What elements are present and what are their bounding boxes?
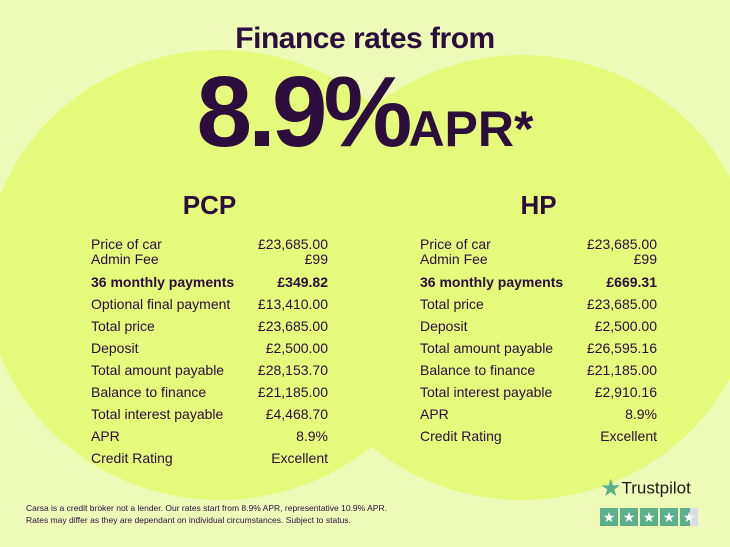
- table-row: Price of car £23,685.00: [420, 237, 657, 252]
- row-value: £23,685.00: [586, 296, 657, 312]
- pcp-table: PCP Price of car £23,685.00 Admin Fee £99 36…: [91, 190, 328, 469]
- row-value: £23,685.00: [257, 236, 328, 252]
- apr-label: APR*: [408, 101, 534, 157]
- row-value: £23,685.00: [586, 236, 657, 252]
- row-label: Price of car: [91, 236, 162, 252]
- row-value: £26,595.16: [586, 340, 657, 356]
- row-value: 8.9%: [296, 428, 328, 444]
- star-icon: ★: [600, 508, 618, 526]
- row-value: £349.82: [277, 274, 328, 290]
- table-row: APR 8.9%: [420, 403, 657, 425]
- row-label: Total price: [420, 296, 484, 312]
- disclaimer: Carsa is a credit broker not a lender. O…: [26, 502, 387, 526]
- row-value: £2,910.16: [594, 384, 657, 400]
- row-value: £21,185.00: [586, 362, 657, 378]
- row-value: £21,185.00: [257, 384, 328, 400]
- star-icon: ★: [660, 508, 678, 526]
- table-row: 36 monthly payments £349.82: [91, 271, 328, 293]
- table-row: 36 monthly payments £669.31: [420, 271, 657, 293]
- trustpilot-rating: ★ ★ ★ ★ ★: [600, 508, 698, 526]
- row-value: £2,500.00: [265, 340, 328, 356]
- row-value: 8.9%: [625, 406, 657, 422]
- trustpilot-name: Trustpilot: [621, 478, 691, 498]
- table-row: Balance to finance £21,185.00: [91, 381, 328, 403]
- table-row: Credit Rating Excellent: [91, 447, 328, 469]
- row-value: £28,153.70: [257, 362, 328, 378]
- row-label: APR: [420, 406, 449, 422]
- row-label: Total amount payable: [91, 362, 225, 378]
- table-row: Credit Rating Excellent: [420, 425, 657, 447]
- row-value: £99: [304, 251, 328, 267]
- decorative-circle-right: [290, 55, 730, 500]
- table-row: Total amount payable £26,595.16: [420, 337, 657, 359]
- table-row: Total interest payable £4,468.70: [91, 403, 328, 425]
- headline-rate: 8.9%APR*: [0, 55, 730, 170]
- row-label: Optional final payment: [91, 296, 231, 312]
- hp-heading: HP: [520, 190, 557, 220]
- row-label: APR: [91, 428, 120, 444]
- star-icon: ★: [620, 508, 638, 526]
- row-value: Excellent: [600, 428, 657, 444]
- trustpilot-badge: ★Trustpilot ★ ★ ★ ★ ★: [600, 474, 698, 526]
- table-row: Admin Fee £99: [91, 252, 328, 267]
- row-label: Balance to finance: [420, 362, 536, 378]
- row-value: £4,468.70: [265, 406, 328, 422]
- row-label: Credit Rating: [420, 428, 502, 444]
- hp-table: HP Price of car £23,685.00 Admin Fee £99 36 …: [420, 190, 657, 447]
- row-label: Balance to finance: [91, 384, 207, 400]
- table-row: Balance to finance £21,185.00: [420, 359, 657, 381]
- half-star-icon: ★: [680, 508, 698, 526]
- row-label: 36 monthly payments: [91, 274, 235, 290]
- table-row: Total amount payable £28,153.70: [91, 359, 328, 381]
- row-value: £669.31: [606, 274, 657, 290]
- disclaimer-line: Carsa is a credit broker not a lender. O…: [26, 503, 387, 513]
- row-label: Total interest payable: [420, 384, 553, 400]
- table-row: Total price £23,685.00: [91, 315, 328, 337]
- row-label: Credit Rating: [91, 450, 173, 466]
- row-value: £13,410.00: [257, 296, 328, 312]
- table-row: APR 8.9%: [91, 425, 328, 447]
- table-row: Total interest payable £2,910.16: [420, 381, 657, 403]
- row-label: Price of car: [420, 236, 491, 252]
- row-label: Admin Fee: [91, 251, 159, 267]
- row-value: £23,685.00: [257, 318, 328, 334]
- headline-title: Finance rates from: [235, 22, 495, 55]
- row-value: £99: [633, 251, 657, 267]
- table-row: Optional final payment £13,410.00: [91, 293, 328, 315]
- row-label: Deposit: [420, 318, 468, 334]
- row-label: Total interest payable: [91, 406, 224, 422]
- row-label: Total price: [91, 318, 155, 334]
- rate-value: 8.9%: [196, 56, 413, 168]
- disclaimer-line: Rates may differ as they are dependant o…: [26, 515, 351, 525]
- row-value: Excellent: [271, 450, 328, 466]
- table-row: Deposit £2,500.00: [91, 337, 328, 359]
- row-label: Admin Fee: [420, 251, 488, 267]
- row-value: £2,500.00: [594, 318, 657, 334]
- row-label: Deposit: [91, 340, 139, 356]
- table-row: Admin Fee £99: [420, 252, 657, 267]
- row-label: 36 monthly payments: [420, 274, 564, 290]
- pcp-heading: PCP: [182, 190, 237, 220]
- star-icon: ★: [640, 508, 658, 526]
- table-row: Total price £23,685.00: [420, 293, 657, 315]
- trustpilot-star-icon: ★: [600, 475, 622, 502]
- table-row: Deposit £2,500.00: [420, 315, 657, 337]
- row-label: Total amount payable: [420, 340, 554, 356]
- table-row: Price of car £23,685.00: [91, 237, 328, 252]
